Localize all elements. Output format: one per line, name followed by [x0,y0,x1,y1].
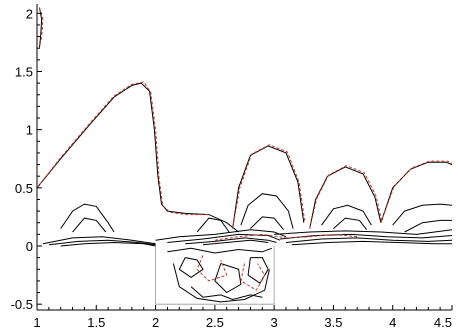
x-tick-label: 3.5 [324,315,342,330]
contour-line-dashed-2 [232,144,306,229]
y-tick-label: 2 [26,6,33,21]
contour-line-dashed-7 [240,263,266,291]
contour-line-dashed-0 [36,81,211,216]
x-tick-label: 3 [271,315,278,330]
x-tick-label: 1.5 [87,315,105,330]
contour-line-solid-28 [247,257,269,284]
contour-line-solid-6 [240,193,294,229]
cavity-outline [155,246,275,305]
contour-line-dashed-5 [214,233,358,241]
contour-line-dashed-6 [196,255,228,282]
y-tick-label: -0.5 [11,297,33,312]
contour-line-solid-16 [60,241,156,247]
contour-line-solid-21 [274,229,453,235]
contour-line-dashed-4 [380,160,453,223]
x-tick-label: 2.5 [206,315,224,330]
contour-line-solid-12 [392,203,453,226]
x-tick-label: 4 [389,315,396,330]
y-tick-label: 0 [26,239,33,254]
contour-line-solid-17 [155,229,287,241]
axes: 1 1.5 2 2.5 3 3.5 4 4.5 -0.5 0 0.5 1 1.5 2 [11,4,453,330]
contour-line-solid-30 [172,263,270,303]
x-tick-label: 2 [152,315,159,330]
contour-line-solid-3 [72,217,107,233]
contour-line-solid-20 [202,239,269,246]
contour-line-solid-14 [42,236,156,245]
contour-line-solid-24 [291,240,452,246]
x-tick-label: 1 [33,315,40,330]
series-solid [36,7,453,303]
contour-line-solid-0 [36,82,239,233]
contour-line-solid-13 [404,219,452,233]
contour-line-solid-5 [232,145,305,229]
contour-line-solid-7 [250,216,284,231]
y-tick-label: 1.5 [15,64,33,79]
contour-line-solid-25 [167,247,272,254]
contour-line-solid-4 [196,217,230,233]
series-dashed [36,7,453,291]
contour-line-solid-2 [60,203,115,233]
contour-line-solid-23 [285,237,453,243]
contour-line-solid-11 [380,161,453,223]
y-tick-label: 1 [26,123,33,138]
contour-line-solid-22 [280,233,453,240]
contour-line-solid-9 [321,204,372,226]
contour-line-solid-8 [309,166,382,229]
contour-line-solid-19 [185,237,277,245]
y-tick-label: 0.5 [15,181,33,196]
contour-line-solid-27 [214,263,242,294]
contour-line-solid-18 [167,233,281,243]
contour-line-dashed-3 [309,165,383,229]
plot-area [36,7,453,305]
x-tick-label: 4.5 [434,315,452,330]
contour-line-solid-29 [190,286,263,301]
contour-line-solid-10 [333,217,367,231]
contour-line-solid-26 [178,257,204,279]
